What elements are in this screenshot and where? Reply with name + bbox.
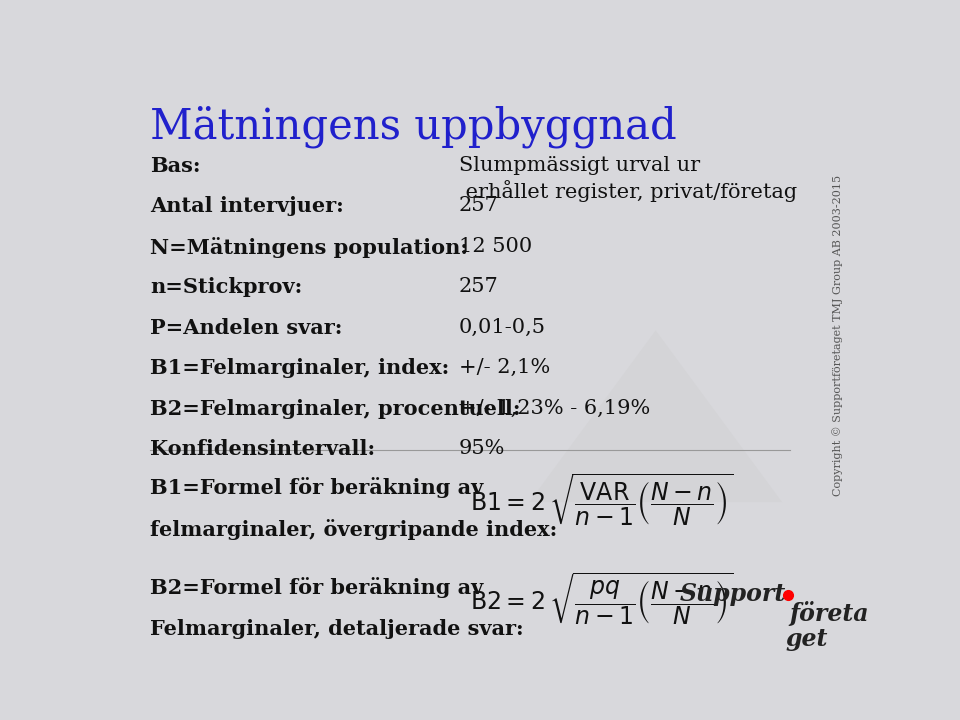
Text: B1=Formel för beräkning av: B1=Formel för beräkning av bbox=[150, 477, 483, 498]
Text: Antal intervjuer:: Antal intervjuer: bbox=[150, 196, 344, 216]
Text: B2=Felmarginaler, procentuell:: B2=Felmarginaler, procentuell: bbox=[150, 399, 520, 418]
Text: P=Andelen svar:: P=Andelen svar: bbox=[150, 318, 342, 338]
Text: $\mathrm{B1} = 2\,\sqrt{\dfrac{\mathrm{VAR}}{n-1}\left(\dfrac{N-n}{N}\right)}$: $\mathrm{B1} = 2\,\sqrt{\dfrac{\mathrm{V… bbox=[469, 471, 733, 528]
Text: B1=Felmarginaler, index:: B1=Felmarginaler, index: bbox=[150, 358, 449, 378]
Text: $\mathrm{B2} = 2\,\sqrt{\dfrac{pq}{n-1}\left(\dfrac{N-n}{N}\right)}$: $\mathrm{B2} = 2\,\sqrt{\dfrac{pq}{n-1}\… bbox=[469, 570, 733, 628]
Text: N=Mätningens population:: N=Mätningens population: bbox=[150, 237, 468, 258]
Text: 12 500: 12 500 bbox=[459, 237, 532, 256]
Text: företa: företa bbox=[789, 601, 869, 626]
Polygon shape bbox=[529, 330, 782, 503]
Text: Support: Support bbox=[680, 582, 786, 606]
Text: felmarginaler, övergripande index:: felmarginaler, övergripande index: bbox=[150, 519, 557, 540]
Text: n=Stickprov:: n=Stickprov: bbox=[150, 277, 302, 297]
Text: +/- 2,1%: +/- 2,1% bbox=[459, 358, 550, 377]
Text: Mätningens uppbyggnad: Mätningens uppbyggnad bbox=[150, 106, 677, 148]
Text: erhållet register, privat/företag: erhållet register, privat/företag bbox=[459, 180, 797, 202]
Text: B2=Formel för beräkning av: B2=Formel för beräkning av bbox=[150, 577, 483, 598]
Text: 257: 257 bbox=[459, 277, 498, 296]
Text: Slumpmässigt urval ur: Slumpmässigt urval ur bbox=[459, 156, 700, 175]
Text: 0,01-0,5: 0,01-0,5 bbox=[459, 318, 545, 336]
Text: get: get bbox=[786, 627, 828, 651]
Text: 95%: 95% bbox=[459, 439, 505, 458]
Text: 257: 257 bbox=[459, 196, 498, 215]
Text: Konfidensintervall:: Konfidensintervall: bbox=[150, 439, 375, 459]
Text: Bas:: Bas: bbox=[150, 156, 201, 176]
Text: Felmarginaler, detaljerade svar:: Felmarginaler, detaljerade svar: bbox=[150, 618, 523, 639]
Text: Copyright © Supportföretaget TMJ Group AB 2003-2015: Copyright © Supportföretaget TMJ Group A… bbox=[832, 175, 843, 497]
Text: +/- 1,23% - 6,19%: +/- 1,23% - 6,19% bbox=[459, 399, 650, 418]
